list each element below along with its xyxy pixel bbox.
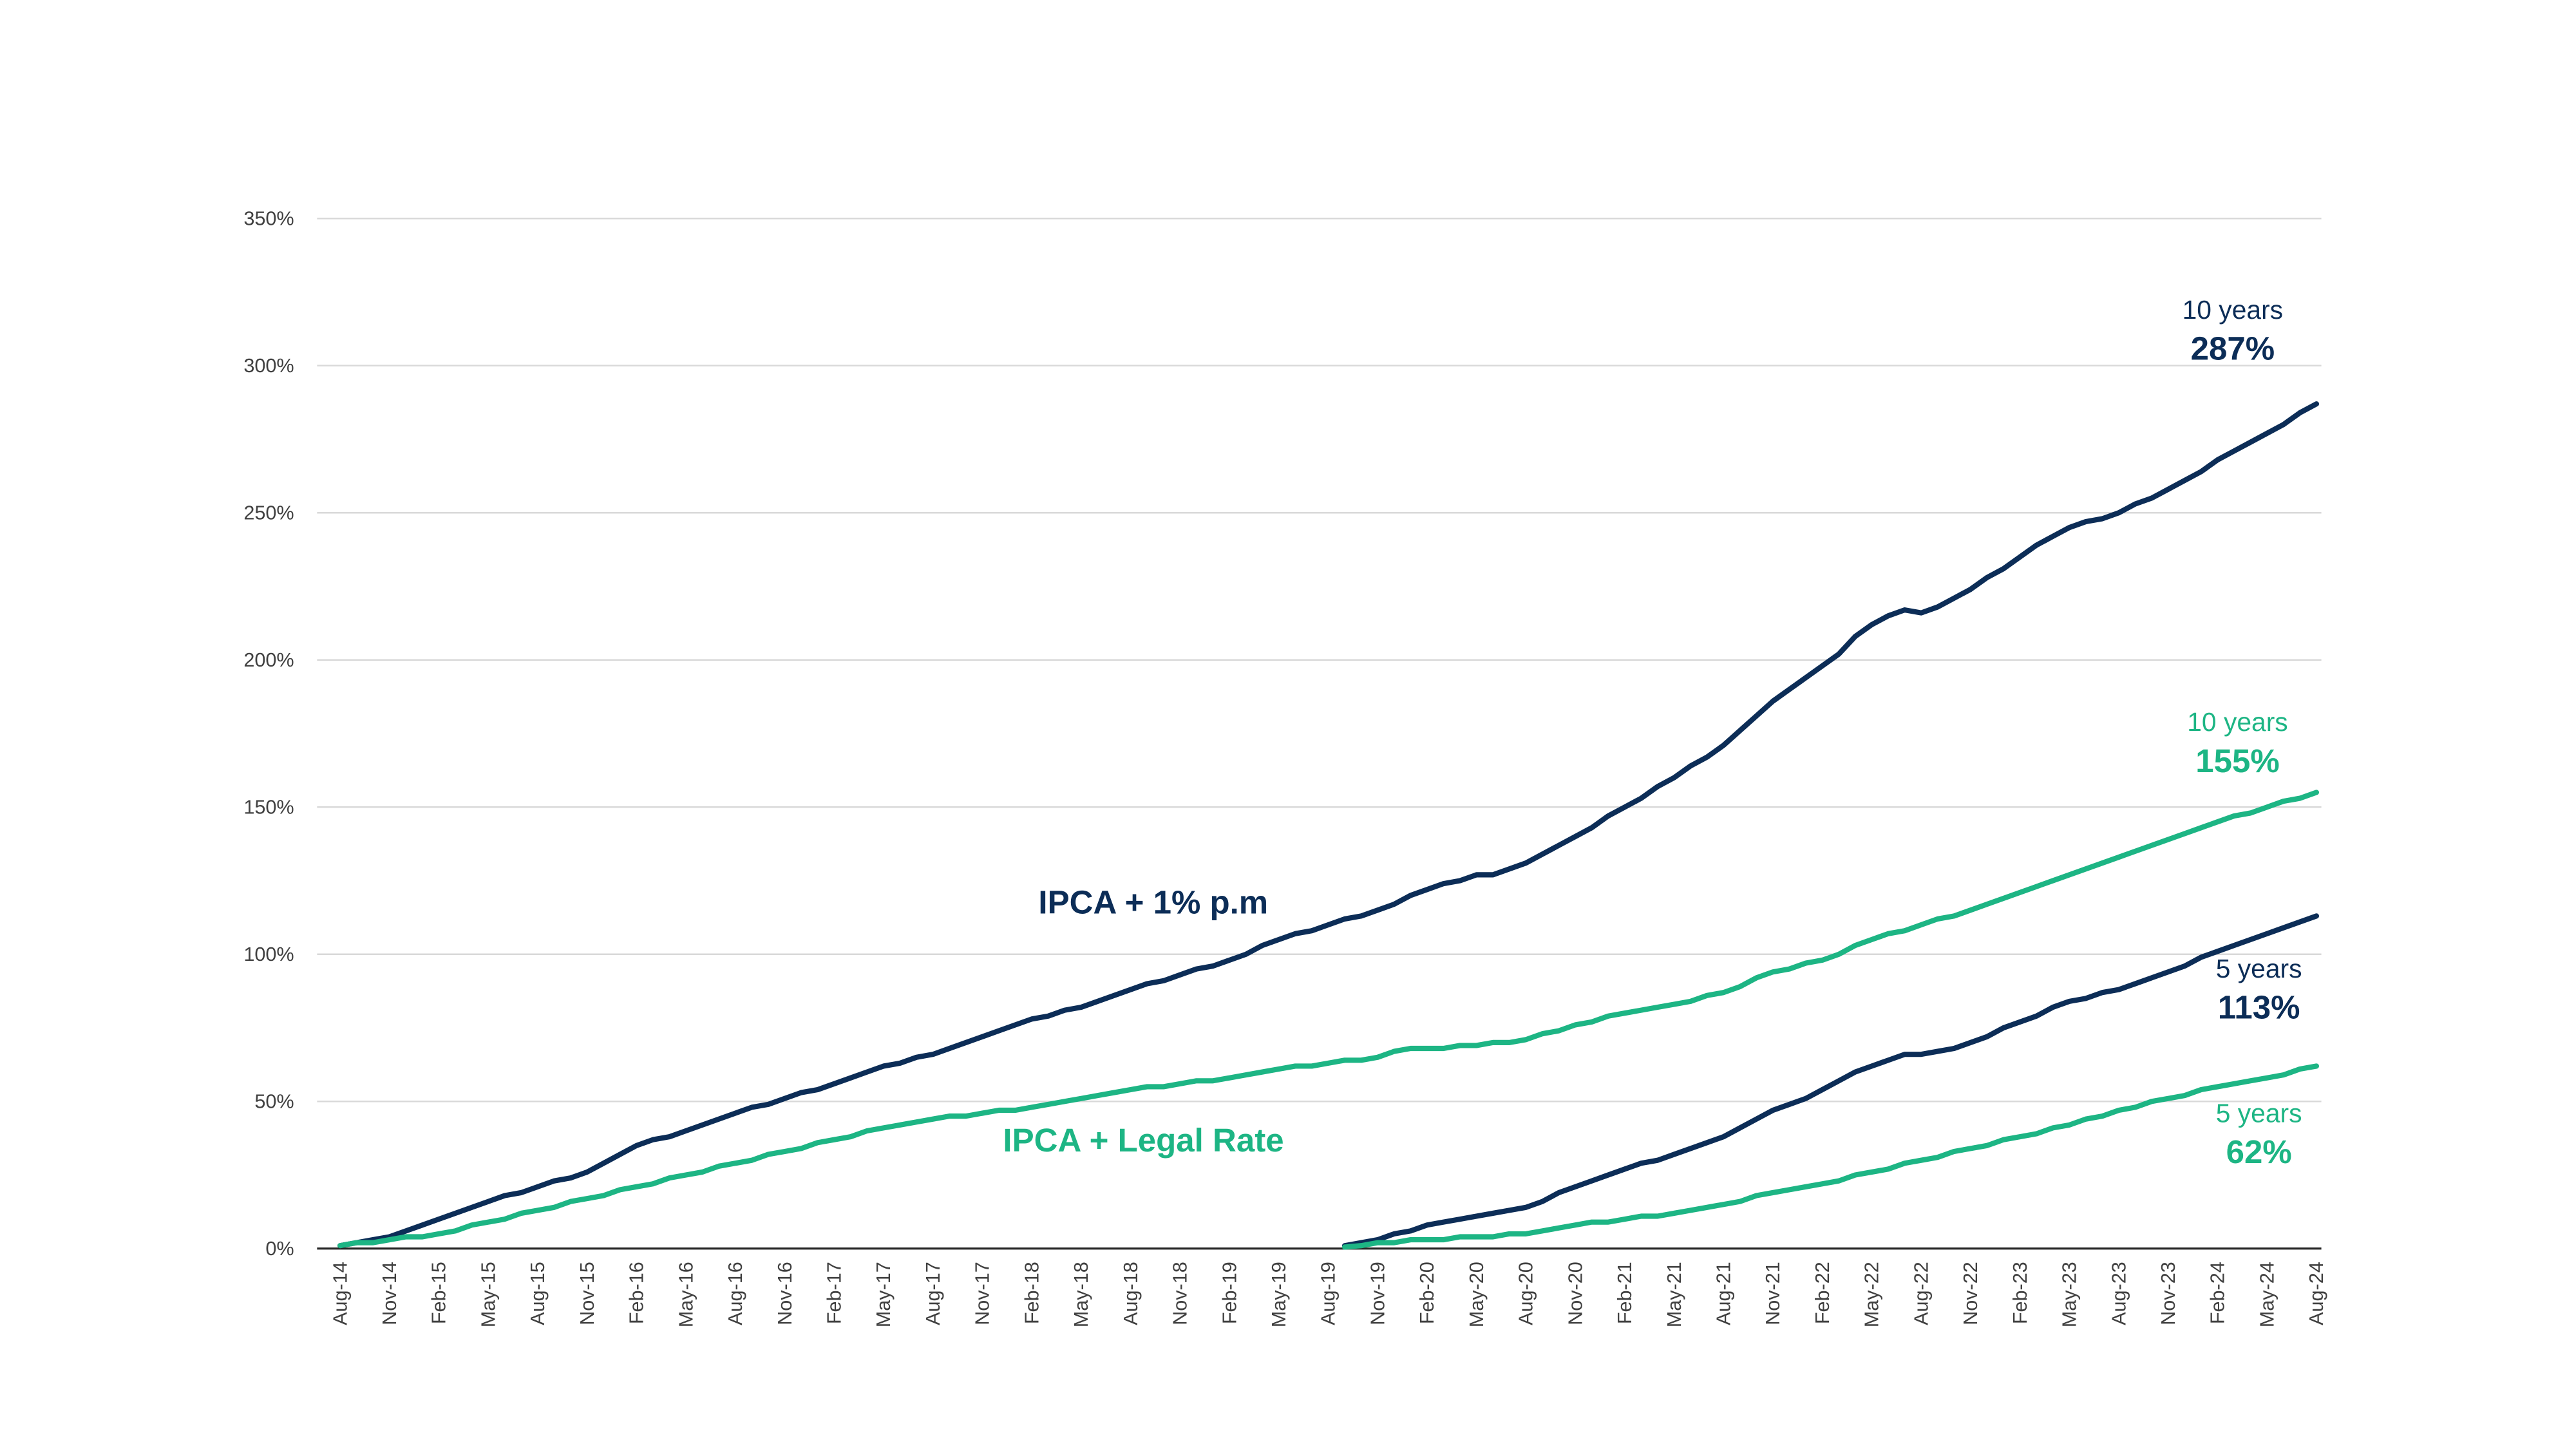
x-tick-label: May-24 bbox=[2256, 1262, 2278, 1327]
y-tick-label: 200% bbox=[243, 649, 294, 671]
x-tick-label: Nov-19 bbox=[1367, 1262, 1388, 1325]
x-tick-label: May-19 bbox=[1268, 1262, 1290, 1327]
annotation: 5 years bbox=[2216, 1098, 2302, 1128]
x-tick-label: Nov-17 bbox=[972, 1262, 994, 1325]
x-tick-label: Aug-24 bbox=[2306, 1262, 2327, 1325]
x-tick-label: May-22 bbox=[1861, 1262, 1883, 1327]
x-tick-label: Aug-16 bbox=[724, 1262, 746, 1325]
x-tick-label: May-15 bbox=[477, 1262, 499, 1327]
y-tick-label: 100% bbox=[243, 943, 294, 965]
x-tick-label: Feb-23 bbox=[2009, 1262, 2031, 1324]
line-series bbox=[337, 790, 2320, 1249]
x-tick-label: Nov-15 bbox=[576, 1262, 598, 1325]
x-tick-label: Nov-20 bbox=[1564, 1262, 1586, 1325]
x-tick-label: May-16 bbox=[675, 1262, 697, 1327]
x-tick-label: Feb-22 bbox=[1812, 1262, 1833, 1324]
x-tick-label: Nov-18 bbox=[1170, 1262, 1191, 1325]
x-tick-label: Aug-14 bbox=[329, 1262, 351, 1325]
line-series bbox=[1341, 1063, 2320, 1250]
x-tick-label: Aug-17 bbox=[922, 1262, 944, 1325]
line-series bbox=[1341, 913, 2320, 1249]
x-tick-label: Aug-18 bbox=[1120, 1262, 1142, 1325]
x-tick-label: May-18 bbox=[1070, 1262, 1092, 1327]
x-tick-label: Aug-22 bbox=[1910, 1262, 1932, 1325]
x-tick-label: May-21 bbox=[1663, 1262, 1685, 1327]
x-tick-label: Feb-20 bbox=[1416, 1262, 1438, 1324]
annotation: 5 years bbox=[2216, 954, 2302, 983]
x-tick-label: Feb-15 bbox=[428, 1262, 450, 1324]
x-tick-label: Aug-15 bbox=[527, 1262, 549, 1325]
x-tick-label: Nov-21 bbox=[1762, 1262, 1784, 1325]
x-tick-label: Nov-23 bbox=[2157, 1262, 2179, 1325]
x-tick-label: Nov-14 bbox=[379, 1262, 401, 1325]
y-tick-label: 250% bbox=[243, 502, 294, 524]
y-tick-label: 350% bbox=[243, 207, 294, 229]
x-tick-label: Feb-24 bbox=[2207, 1262, 2229, 1324]
series-label: IPCA + Legal Rate bbox=[1003, 1122, 1283, 1159]
y-tick-label: 300% bbox=[243, 355, 294, 377]
value-label: 155% bbox=[2195, 743, 2279, 779]
x-tick-label: Feb-19 bbox=[1218, 1262, 1240, 1324]
y-tick-label: 150% bbox=[243, 796, 294, 818]
annotation: 10 years bbox=[2187, 707, 2287, 737]
x-tick-label: Aug-19 bbox=[1318, 1262, 1340, 1325]
x-tick-label: Nov-16 bbox=[774, 1262, 796, 1325]
value-label: 113% bbox=[2218, 989, 2300, 1026]
x-tick-label: Feb-16 bbox=[626, 1262, 648, 1324]
x-tick-label: Aug-20 bbox=[1515, 1262, 1537, 1325]
x-tick-label: Aug-23 bbox=[2108, 1262, 2130, 1325]
value-label: 287% bbox=[2191, 330, 2275, 367]
value-label: 62% bbox=[2226, 1133, 2292, 1170]
y-tick-label: 50% bbox=[254, 1090, 294, 1112]
y-tick-label: 0% bbox=[265, 1238, 294, 1260]
x-tick-label: May-20 bbox=[1466, 1262, 1488, 1327]
x-tick-label: Feb-21 bbox=[1614, 1262, 1636, 1324]
x-tick-label: Feb-17 bbox=[823, 1262, 845, 1324]
x-tick-label: Aug-21 bbox=[1712, 1262, 1734, 1325]
x-tick-label: May-17 bbox=[873, 1262, 895, 1327]
x-tick-label: Nov-22 bbox=[1960, 1262, 1982, 1325]
series-label: IPCA + 1% p.m bbox=[1038, 884, 1268, 920]
line-series bbox=[337, 401, 2320, 1249]
annotation: 10 years bbox=[2183, 295, 2283, 325]
x-tick-label: May-23 bbox=[2059, 1262, 2081, 1327]
x-tick-label: Feb-18 bbox=[1021, 1262, 1043, 1324]
